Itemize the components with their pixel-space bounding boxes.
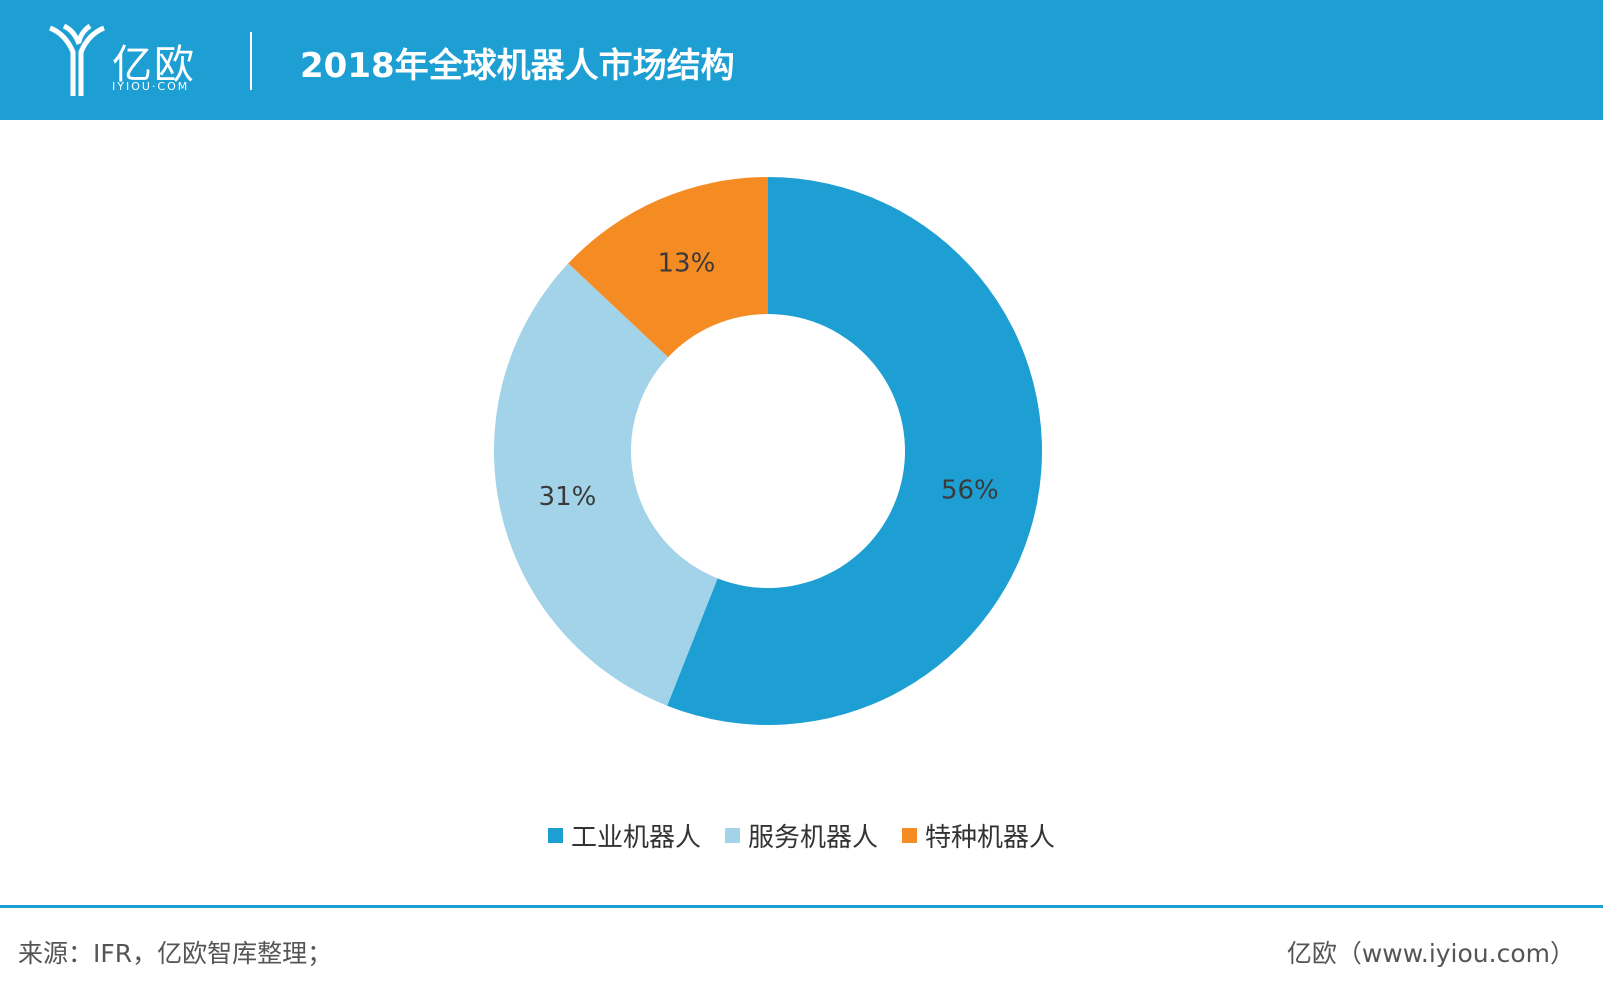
logo-subtext: IYIOU·COM xyxy=(112,80,190,93)
legend-swatch xyxy=(724,827,740,843)
header-bar: 亿欧 IYIOU·COM 2018年全球机器人市场结构 xyxy=(0,0,1603,120)
legend-label: 工业机器人 xyxy=(570,822,701,853)
logo-text: 亿欧 xyxy=(112,42,196,88)
chart-legend: 工业机器人 服务机器人 特种机器人 xyxy=(0,815,1603,855)
data-label-service: 31% xyxy=(539,482,597,512)
logo-mark-icon xyxy=(48,23,106,96)
legend-label: 服务机器人 xyxy=(747,822,878,853)
slice-industrial xyxy=(667,177,1042,725)
slice-service xyxy=(493,263,718,706)
donut-chart: 56% 31% 13% xyxy=(493,177,1042,725)
legend-item-industrial: 工业机器人 xyxy=(547,817,701,854)
data-label-industrial: 56% xyxy=(941,476,999,506)
legend-label: 特种机器人 xyxy=(925,822,1056,853)
legend-swatch xyxy=(902,827,917,843)
logo[interactable]: 亿欧 IYIOU·COM xyxy=(46,22,216,98)
site-link[interactable]: 亿欧（www.iyiou.com） xyxy=(1286,939,1575,968)
slice-special xyxy=(568,177,768,358)
legend-swatch xyxy=(547,827,563,843)
chart-slices xyxy=(493,177,1042,725)
chart-data-labels: 56% 31% 13% xyxy=(539,248,999,511)
legend-item-service: 服务机器人 xyxy=(724,817,878,854)
header-divider xyxy=(250,32,252,90)
legend-item-special: 特种机器人 xyxy=(902,817,1055,854)
data-label-special: 13% xyxy=(657,248,715,278)
source-note: 来源：IFR，亿欧智库整理； xyxy=(18,939,333,968)
footer-divider xyxy=(0,905,1603,908)
page-title: 2018年全球机器人市场结构 xyxy=(300,46,735,86)
